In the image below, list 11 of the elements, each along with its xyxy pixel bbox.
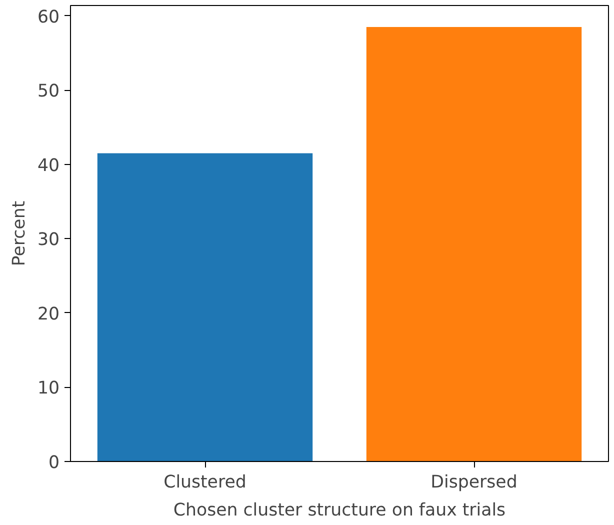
y-tick-label: 50 — [37, 82, 60, 102]
y-axis-title: Percent — [9, 200, 30, 266]
x-axis-title: Chosen cluster structure on faux trials — [173, 500, 506, 520]
x-tick-label: Clustered — [164, 472, 246, 492]
y-tick-label: 20 — [37, 304, 60, 324]
y-tick-label: 40 — [37, 156, 60, 176]
y-tick-label: 60 — [37, 7, 60, 28]
y-tick-label: 10 — [37, 378, 60, 399]
y-tick-label: 0 — [48, 453, 60, 473]
y-tick-label: 30 — [37, 230, 60, 250]
x-tick-label: Dispersed — [430, 472, 518, 492]
